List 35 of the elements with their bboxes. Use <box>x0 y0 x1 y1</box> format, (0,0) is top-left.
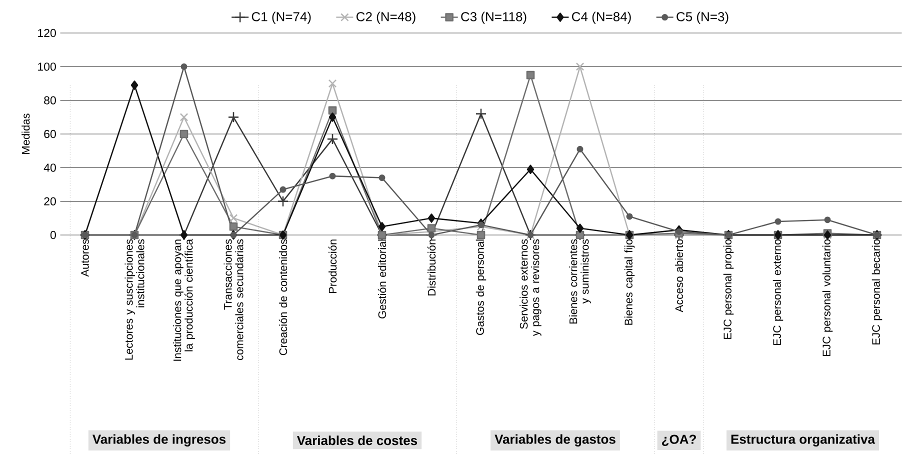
x-tick-label: Bienes corrientes y suministros <box>569 239 591 324</box>
y-tick-label: 120 <box>38 28 56 38</box>
x-tick-label: Producción <box>328 240 337 293</box>
x-tick-label: Servicios externos y pagos a revisores <box>520 239 542 336</box>
text: ¿OA? <box>662 434 696 446</box>
legend-label: C1 (N=74) <box>252 12 311 24</box>
x-tick-label: Creación de contenidos <box>278 239 288 356</box>
y-tick-label: 0 <box>50 230 56 240</box>
x-tick-label: Distribución <box>427 240 436 296</box>
x-tick-label: EJC personal propio <box>723 239 734 339</box>
x-tick-label: Instituciones que apoyan la producción científica <box>173 238 195 361</box>
text: Variables de costes <box>297 436 418 446</box>
x-tick-label: Transacciones comerciales secundarias <box>224 239 244 360</box>
x-tick-label: EJC personal externo <box>772 239 784 345</box>
text: Variables de gastos <box>494 434 616 446</box>
text: Estructura organizativa <box>731 434 876 446</box>
legend-label: C4 (N=84) <box>572 12 631 24</box>
y-tick-label: 20 <box>44 197 56 206</box>
y-axis-title: Medidas <box>22 114 30 154</box>
x-tick-label: Bienes capital fijo <box>624 239 635 325</box>
x-tick-label: EJC personal voluntario <box>822 239 833 356</box>
x-tick-label: Acceso abierto <box>674 239 684 312</box>
x-tick-label: Gastos de personal <box>476 240 486 335</box>
y-tick-label: 80 <box>44 96 56 104</box>
y-tick-label: 100 <box>38 62 56 71</box>
x-tick-label: Autores <box>81 239 89 277</box>
x-tick-label: EJC personal becario <box>872 239 882 344</box>
x-tick-label: Gestión editorial <box>378 240 386 318</box>
y-tick-label: 40 <box>44 164 56 172</box>
text: Variables de ingresos <box>92 434 226 446</box>
x-tick-label: Lectores y suscripciones institucionales <box>124 239 144 360</box>
legend-label: C2 (N=48) <box>356 12 416 24</box>
legend-label: C3 (N=118) <box>461 12 526 24</box>
legend-label: C5 (N=3) <box>676 12 728 24</box>
y-tick-label: 60 <box>44 130 56 138</box>
